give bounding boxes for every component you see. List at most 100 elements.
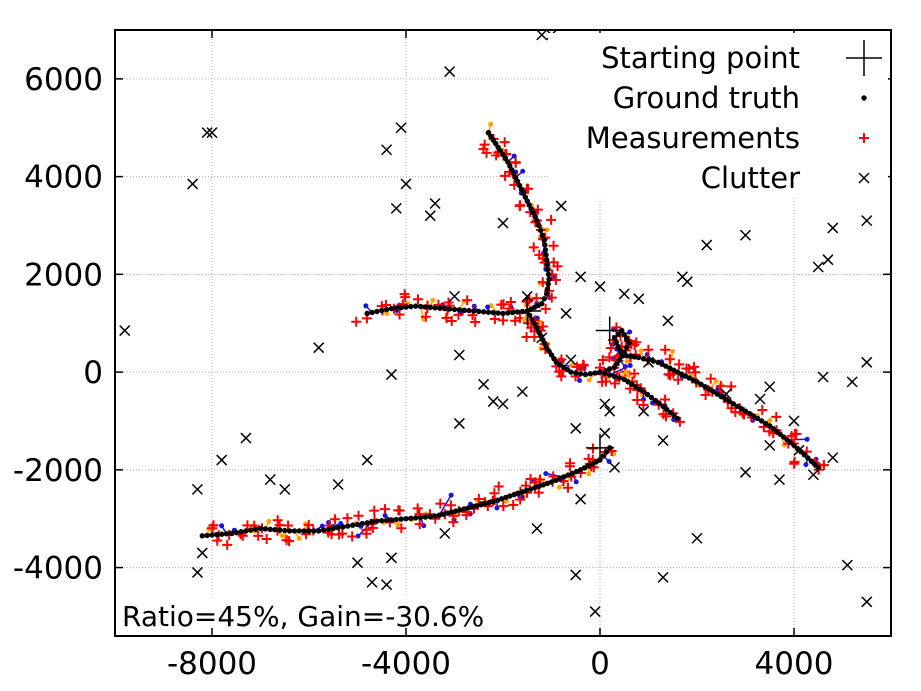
measurement-point <box>369 505 380 516</box>
clutter-point <box>240 432 252 444</box>
ground-truth-point <box>349 522 356 528</box>
measurement-point <box>361 528 372 539</box>
ground-truth-point <box>667 409 674 416</box>
ground-truth-point <box>374 308 380 315</box>
ground-truth-point <box>758 418 765 424</box>
ground-truth-point <box>625 379 631 385</box>
clutter-point <box>618 288 630 300</box>
ground-truth-point <box>726 398 733 405</box>
measurement-point <box>757 405 768 416</box>
ground-truth-point <box>272 527 278 533</box>
clutter-point <box>827 452 839 464</box>
estimate-point <box>448 492 454 498</box>
ground-truth-point <box>219 531 225 537</box>
measurement-point <box>629 339 640 350</box>
ground-truth-point <box>611 335 618 341</box>
ground-truth-point <box>541 237 547 243</box>
ground-truth-point <box>364 310 370 317</box>
ground-truth-point <box>640 388 647 395</box>
ground-truth-point <box>422 304 429 310</box>
ground-truth-point <box>238 529 244 535</box>
ground-truth-point <box>252 526 259 532</box>
ground-truth-point <box>763 420 769 427</box>
measurement-point <box>351 316 362 327</box>
ground-truth-point <box>345 523 351 529</box>
y-tick-label: -4000 <box>13 551 103 587</box>
estimate-point <box>577 377 583 383</box>
ground-truth-point <box>615 343 621 350</box>
ground-truth-point <box>730 401 737 407</box>
estimate-point <box>767 418 773 424</box>
clutter-point <box>764 381 776 393</box>
measurement-point <box>510 157 521 168</box>
ground-truth-point <box>582 371 589 378</box>
measurement-point <box>414 519 425 530</box>
estimate-point <box>624 359 630 365</box>
estimate-point <box>296 536 302 542</box>
ground-truth-point <box>456 307 463 313</box>
ground-truth-point <box>388 305 395 312</box>
clutter-point <box>313 342 325 354</box>
ground-truth-point <box>495 310 501 316</box>
clutter-point <box>264 474 276 486</box>
measurement-point <box>546 292 557 303</box>
clutter-point <box>570 569 582 581</box>
clutter-point <box>478 378 490 390</box>
measurement-point <box>715 380 726 391</box>
ground-truth-point <box>529 316 535 323</box>
measurement-point <box>643 344 654 355</box>
measurement-point <box>207 523 218 534</box>
ground-truth-point <box>466 307 472 314</box>
measurement-point <box>334 529 345 540</box>
measurement-point <box>565 458 576 469</box>
clutter-point <box>497 398 509 410</box>
ground-truth-point <box>453 508 459 514</box>
ground-truth-point <box>640 355 647 362</box>
ground-truth-point <box>369 309 375 316</box>
measurement-point <box>532 204 543 215</box>
measurement-point <box>632 395 643 406</box>
measurement-point <box>548 257 559 268</box>
measurement-point <box>396 523 407 534</box>
ground-truth-point <box>621 376 627 383</box>
clutter-point <box>701 239 713 251</box>
clutter-point <box>861 215 873 227</box>
legend-label: Ground truth <box>613 81 800 115</box>
ground-truth-point <box>427 513 433 520</box>
ground-truth-point <box>316 528 322 534</box>
ground-truth-point <box>636 354 642 361</box>
ground-truth-point <box>514 309 521 315</box>
clutter-point <box>793 444 805 456</box>
measurement-point <box>638 399 649 410</box>
ground-truth-point <box>413 303 419 309</box>
measurement-point <box>400 292 411 303</box>
ground-truth-point <box>710 388 716 395</box>
ground-truth-point <box>282 527 288 534</box>
estimate-point <box>556 484 562 490</box>
ground-truth-point <box>403 304 409 310</box>
ground-truth-point <box>417 303 424 310</box>
estimate-point <box>488 121 494 127</box>
clutter-point <box>739 229 752 241</box>
ground-truth-point <box>597 369 603 375</box>
estimate-point <box>627 362 633 368</box>
ground-truth-point <box>545 271 552 278</box>
ground-truth-point <box>354 521 361 528</box>
ground-truth-point <box>335 524 341 531</box>
measurement-point <box>413 294 424 305</box>
ground-truth-point <box>291 528 298 534</box>
clutter-point <box>575 271 587 283</box>
measurement-point <box>508 499 519 510</box>
measurement-point <box>353 510 364 521</box>
legend-label: Starting point <box>601 41 800 75</box>
ground-truth-point <box>619 352 625 358</box>
ground-truth-point <box>577 467 584 473</box>
measurement-point <box>498 501 509 512</box>
ground-truth-point <box>359 520 366 527</box>
ground-truth-point <box>815 464 821 471</box>
clutter-point <box>594 281 606 293</box>
legend-marker-ground-truth <box>861 95 867 101</box>
measurement-point <box>690 367 701 378</box>
ground-truth-point <box>714 391 720 397</box>
